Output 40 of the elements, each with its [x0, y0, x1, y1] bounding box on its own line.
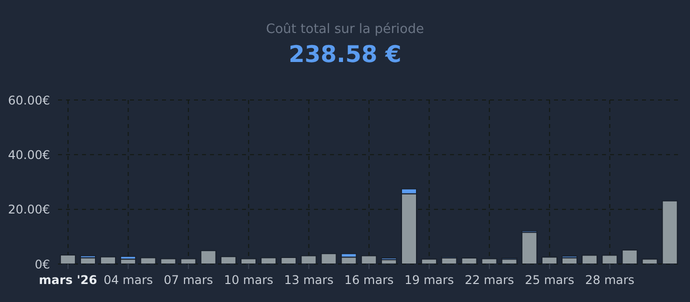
- x-tick-label: 16 mars: [344, 273, 394, 287]
- y-tick-label: 40.00€: [8, 148, 50, 162]
- bar: [120, 256, 136, 260]
- bar: [320, 253, 337, 264]
- bar: [200, 250, 216, 264]
- x-tick-label: 07 mars: [164, 273, 214, 287]
- x-tick-label: mars '26: [38, 273, 98, 287]
- y-tick-label: 0€: [34, 257, 50, 272]
- bar: [140, 257, 156, 264]
- bar: [180, 258, 196, 264]
- bar: [360, 255, 377, 264]
- bar: [60, 254, 76, 264]
- bar: [541, 256, 558, 264]
- bar: [461, 257, 478, 264]
- bar: [481, 258, 498, 264]
- bar: [642, 258, 658, 264]
- bar: [220, 256, 236, 264]
- y-tick-label: 60.00€: [8, 93, 50, 108]
- bar: [280, 256, 297, 264]
- x-tick-label: 22 mars: [464, 273, 514, 287]
- bar: [260, 257, 277, 264]
- x-tick-label: 04 mars: [104, 273, 153, 287]
- x-tick-label: 28 mars: [585, 273, 634, 287]
- bar: [582, 254, 598, 264]
- bar: [421, 258, 438, 264]
- bar: [622, 250, 638, 264]
- bar: [240, 258, 256, 264]
- x-tick-label: 19 mars: [404, 273, 454, 287]
- x-tick-label: 25 mars: [524, 273, 574, 287]
- bar: [662, 200, 678, 264]
- x-tick-label: 13 mars: [284, 273, 334, 287]
- bar: [300, 255, 317, 264]
- y-tick-label: 20.00€: [8, 202, 50, 217]
- bar: [602, 254, 618, 264]
- bar: [100, 256, 116, 264]
- x-tick-label: 10 mars: [224, 273, 274, 287]
- chart-title: Coût total sur la période: [265, 22, 425, 37]
- bar: [160, 258, 176, 264]
- chart-subtitle: 238.58 €: [288, 42, 402, 68]
- bar: [521, 232, 538, 264]
